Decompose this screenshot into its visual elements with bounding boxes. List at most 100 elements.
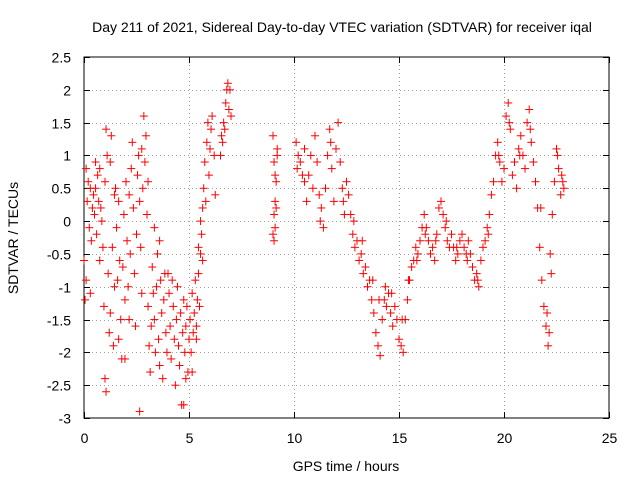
data-point	[378, 315, 387, 324]
data-point	[546, 249, 555, 258]
data-point	[146, 368, 155, 377]
data-point	[192, 322, 201, 331]
data-point	[368, 276, 377, 285]
data-point	[504, 98, 513, 107]
data-point	[407, 263, 416, 272]
data-point	[390, 302, 399, 311]
data-point	[167, 354, 176, 363]
data-point	[168, 276, 177, 285]
data-point	[529, 158, 538, 167]
data-point	[139, 112, 148, 121]
data-point	[175, 361, 184, 370]
data-point	[82, 276, 91, 285]
data-point	[207, 125, 216, 134]
data-point	[495, 158, 504, 167]
data-point	[516, 131, 525, 140]
data-point	[273, 151, 282, 160]
data-point	[140, 158, 149, 167]
data-point	[84, 177, 93, 186]
data-point	[186, 315, 195, 324]
data-point	[399, 348, 408, 357]
data-point	[553, 151, 562, 160]
grid-lines	[84, 57, 609, 418]
data-point	[103, 151, 112, 160]
data-point	[487, 190, 496, 199]
data-point	[120, 295, 129, 304]
data-point	[132, 230, 141, 239]
data-point	[96, 203, 105, 212]
data-point	[437, 197, 445, 206]
data-point	[110, 282, 119, 291]
data-point	[327, 164, 336, 173]
data-point	[194, 269, 203, 278]
data-point	[317, 203, 326, 212]
data-point	[527, 138, 536, 147]
data-point	[115, 256, 124, 265]
data-point	[315, 190, 324, 199]
data-point	[128, 138, 137, 147]
data-point	[350, 243, 359, 252]
data-point	[171, 381, 180, 390]
data-point	[143, 210, 151, 219]
data-point	[174, 341, 183, 350]
data-point	[272, 203, 281, 212]
data-point	[104, 269, 113, 278]
data-point	[557, 171, 566, 180]
data-point	[187, 348, 196, 357]
data-point	[422, 223, 431, 232]
data-point	[535, 243, 544, 252]
data-point	[144, 177, 153, 186]
data-point	[505, 118, 514, 127]
data-point	[292, 138, 301, 147]
data-point	[559, 184, 568, 193]
data-point	[198, 256, 207, 265]
data-point	[114, 197, 123, 206]
data-point	[99, 302, 108, 311]
data-point	[221, 98, 230, 107]
data-point	[547, 269, 556, 278]
data-point	[227, 112, 235, 121]
data-point	[344, 190, 353, 199]
data-point	[359, 269, 368, 278]
data-point	[127, 164, 136, 173]
plot-frame	[83, 56, 610, 419]
data-point	[189, 328, 198, 337]
data-point	[86, 289, 95, 298]
data-point	[484, 230, 493, 239]
data-point	[473, 276, 482, 285]
data-point	[126, 249, 135, 258]
data-point	[149, 289, 158, 298]
data-point	[152, 282, 161, 291]
data-point	[137, 144, 146, 153]
data-point	[135, 407, 144, 416]
data-point	[421, 230, 430, 239]
data-point	[453, 249, 462, 258]
x-tick-label: 15	[392, 430, 408, 446]
data-point	[219, 118, 228, 127]
data-point	[106, 308, 115, 317]
data-point	[442, 217, 451, 226]
data-point	[89, 190, 98, 199]
data-point	[381, 282, 390, 291]
data-point	[300, 177, 309, 186]
data-point	[210, 151, 219, 160]
data-point	[81, 295, 90, 304]
chart-title: Day 211 of 2021, Sidereal Day-to-day VTE…	[92, 19, 592, 35]
data-point	[550, 177, 559, 186]
data-point	[468, 263, 477, 272]
data-point	[194, 243, 203, 252]
data-point	[85, 223, 94, 232]
y-tick-label: -0.5	[47, 247, 71, 263]
data-point	[431, 236, 440, 245]
data-point	[483, 223, 492, 232]
data-point	[272, 177, 281, 186]
data-point	[355, 256, 364, 265]
data-point	[348, 230, 357, 239]
data-point	[269, 131, 277, 140]
data-point	[208, 112, 217, 121]
data-point	[130, 269, 139, 278]
data-point	[91, 184, 100, 193]
data-point	[358, 236, 367, 245]
data-point	[326, 138, 335, 147]
